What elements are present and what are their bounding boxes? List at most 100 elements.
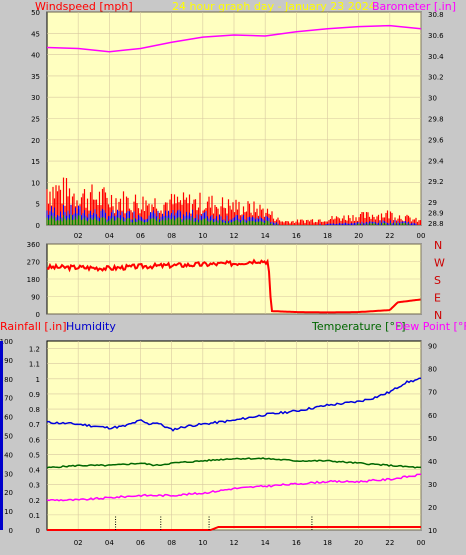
humidity-tick-label: 80 (4, 376, 13, 384)
rainfall-tick-label: 1.1 (29, 361, 40, 369)
humidity-tick-label: 50 (4, 433, 13, 441)
barometer-tick-label: 30.4 (428, 53, 444, 61)
rainfall-tick-label: 1.2 (29, 346, 40, 354)
time-tick-label: 16 (292, 232, 301, 240)
barometer-tick-label: 29 (428, 199, 437, 207)
time-tick-label: 04 (105, 232, 114, 240)
wind-direction-series-line (46, 258, 421, 314)
windspeed-tick-label: 45 (31, 30, 40, 38)
windspeed-tick-label: 30 (31, 94, 40, 102)
humidity-tick-label: 100 (0, 338, 13, 346)
humidity-tick-label: 70 (4, 395, 13, 403)
humidity-tick-label: 20 (4, 489, 13, 497)
compass-direction-label: E (434, 292, 441, 305)
rainfall-tick-label: 0.1 (29, 512, 40, 520)
windspeed-tick-label: 50 (31, 9, 40, 17)
time-tick-label: 08 (167, 539, 176, 547)
temperature-tick-label: 50 (428, 435, 437, 443)
time-tick-label: 14 (261, 539, 270, 547)
temperature-tick-label: 60 (428, 412, 437, 420)
rainfall-tick-label: 0.2 (29, 497, 40, 505)
direction-tick-label: 270 (27, 259, 40, 267)
time-tick-label: 04 (105, 539, 114, 547)
rainfall-tick-label: 1 (36, 376, 40, 384)
rainfall-axis-label: Rainfall [.in] (0, 320, 67, 333)
rainfall-tick-label: 0.8 (29, 406, 40, 414)
compass-direction-label: W (434, 257, 445, 270)
temperature-tick-label: 40 (428, 458, 437, 466)
windspeed-tick-label: 10 (31, 179, 40, 187)
temperature-tick-label: 70 (428, 389, 437, 397)
dewpoint-series-line (46, 473, 422, 502)
time-tick-label: 12 (230, 539, 239, 547)
humidity-tick-label: 30 (4, 470, 13, 478)
windspeed-tick-label: 5 (36, 201, 40, 209)
barometer-tick-label: 29.6 (428, 136, 444, 144)
temperature-axis-label: Temperature [°F] (311, 320, 406, 333)
rainfall-tick-label: 0.5 (29, 451, 40, 459)
rainfall-tick-label: 0.3 (29, 482, 40, 490)
time-tick-label: 18 (323, 232, 332, 240)
time-tick-label: 20 (354, 539, 363, 547)
windspeed-tick-label: 40 (31, 52, 40, 60)
compass-direction-label: N (434, 309, 442, 322)
time-tick-label: 10 (198, 539, 207, 547)
dewpoint-axis-label: Dew Point [°F] (395, 320, 466, 333)
temperature-tick-label: 80 (428, 366, 437, 374)
time-tick-label: 22 (385, 539, 394, 547)
rainfall-tick-label: 0.4 (29, 467, 41, 475)
barometer-axis-label: Barometer [.in] (372, 0, 456, 13)
time-tick-label: 12 (230, 232, 239, 240)
time-tick-label: 00 (417, 539, 426, 547)
barometer-tick-label: 28.8 (428, 220, 444, 228)
temperature-tick-label: 10 (428, 527, 437, 535)
time-tick-label: 02 (74, 539, 83, 547)
rainfall-tick-label: 0.9 (29, 391, 40, 399)
humidity-tick-label: 0 (9, 527, 13, 535)
barometer-tick-label: 29.2 (428, 178, 444, 186)
windspeed-tick-label: 35 (31, 73, 40, 81)
direction-tick-label: 0 (36, 311, 40, 319)
time-tick-label: 18 (323, 539, 332, 547)
humidity-tick-label: 40 (4, 451, 13, 459)
windspeed-tick-label: 25 (31, 116, 40, 124)
humidity-series-line (46, 377, 422, 432)
barometer-tick-label: 30.2 (428, 74, 444, 82)
time-tick-label: 02 (74, 232, 83, 240)
time-tick-label: 08 (167, 232, 176, 240)
time-tick-label: 14 (261, 232, 270, 240)
time-tick-label: 22 (385, 232, 394, 240)
compass-direction-label: N (434, 239, 442, 252)
temperature-tick-label: 30 (428, 481, 437, 489)
temperature-tick-label: 20 (428, 504, 437, 512)
chart-title: 24 hour graph day - January 23 2024 (172, 0, 376, 13)
rainfall-tick-label: 0 (36, 527, 40, 535)
time-tick-label: 00 (417, 232, 426, 240)
temperature-tick-label: 90 (428, 343, 437, 351)
humidity-tick-label: 10 (4, 508, 13, 516)
windspeed-axis-label: Windspeed [mph] (35, 0, 133, 13)
windspeed-tick-label: 20 (31, 137, 40, 145)
rainfall-series-line (47, 526, 421, 531)
humidity-axis-bar (0, 341, 3, 530)
barometer-tick-label: 28.9 (428, 209, 444, 217)
windspeed-tick-label: 0 (36, 222, 40, 230)
barometer-tick-label: 30 (428, 95, 437, 103)
direction-tick-label: 180 (27, 276, 40, 284)
time-tick-label: 06 (136, 539, 145, 547)
barometer-tick-label: 29.8 (428, 116, 444, 124)
compass-direction-label: S (434, 274, 441, 287)
rainfall-tick-label: 0.7 (29, 421, 40, 429)
time-tick-label: 20 (354, 232, 363, 240)
humidity-tick-label: 90 (4, 357, 13, 365)
time-tick-label: 06 (136, 232, 145, 240)
humidity-tick-label: 60 (4, 414, 13, 422)
barometer-tick-label: 30.8 (428, 11, 444, 19)
time-tick-label: 16 (292, 539, 301, 547)
rainfall-tick-label: 0.6 (29, 436, 41, 444)
direction-tick-label: 360 (27, 241, 40, 249)
time-tick-label: 10 (198, 232, 207, 240)
humidity-axis-label: Humidity (66, 320, 116, 333)
